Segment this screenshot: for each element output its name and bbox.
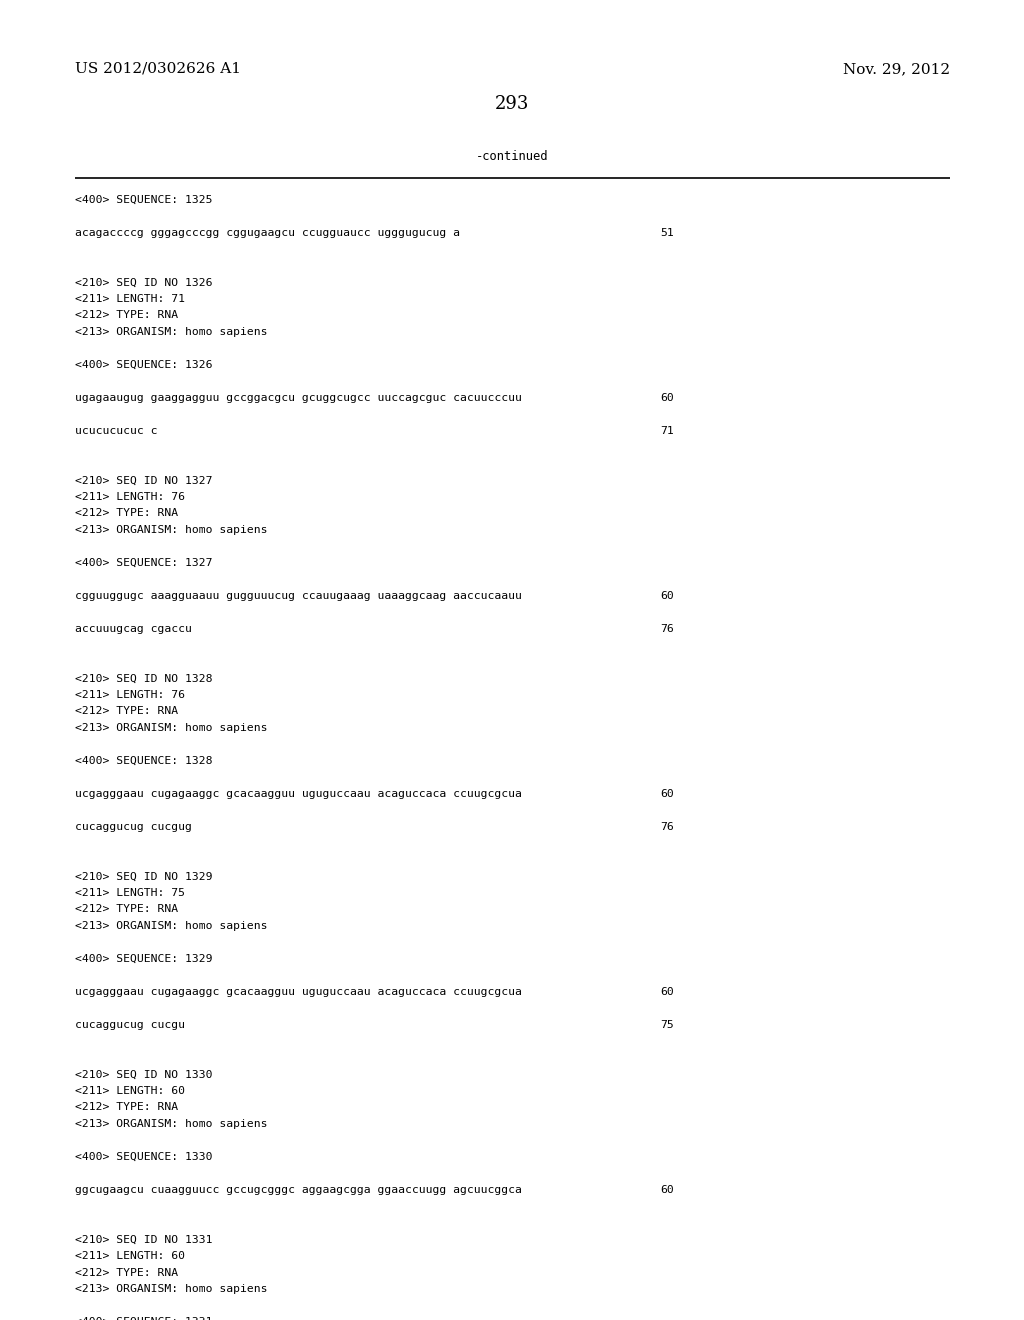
Text: <210> SEQ ID NO 1328: <210> SEQ ID NO 1328 — [75, 673, 213, 684]
Text: <211> LENGTH: 60: <211> LENGTH: 60 — [75, 1086, 185, 1096]
Text: <400> SEQUENCE: 1325: <400> SEQUENCE: 1325 — [75, 195, 213, 205]
Text: <213> ORGANISM: homo sapiens: <213> ORGANISM: homo sapiens — [75, 921, 267, 931]
Text: <210> SEQ ID NO 1330: <210> SEQ ID NO 1330 — [75, 1069, 213, 1080]
Text: <210> SEQ ID NO 1329: <210> SEQ ID NO 1329 — [75, 871, 213, 882]
Text: 76: 76 — [660, 624, 674, 634]
Text: <211> LENGTH: 60: <211> LENGTH: 60 — [75, 1251, 185, 1261]
Text: <212> TYPE: RNA: <212> TYPE: RNA — [75, 904, 178, 915]
Text: 51: 51 — [660, 228, 674, 238]
Text: <212> TYPE: RNA: <212> TYPE: RNA — [75, 310, 178, 321]
Text: accuuugcag cgaccu: accuuugcag cgaccu — [75, 624, 191, 634]
Text: ggcugaagcu cuaagguucc gccugcgggc aggaagcgga ggaaccuugg agcuucggca: ggcugaagcu cuaagguucc gccugcgggc aggaagc… — [75, 1185, 522, 1195]
Text: ucgagggaau cugagaaggc gcacaagguu uguguccaau acaguccaca ccuugcgcua: ucgagggaau cugagaaggc gcacaagguu ugugucc… — [75, 789, 522, 799]
Text: 60: 60 — [660, 987, 674, 997]
Text: 60: 60 — [660, 591, 674, 601]
Text: <212> TYPE: RNA: <212> TYPE: RNA — [75, 706, 178, 717]
Text: 76: 76 — [660, 822, 674, 832]
Text: ucucucucuc c: ucucucucuc c — [75, 426, 158, 436]
Text: <400> SEQUENCE: 1330: <400> SEQUENCE: 1330 — [75, 1152, 213, 1162]
Text: cucaggucug cucgug: cucaggucug cucgug — [75, 822, 191, 832]
Text: <211> LENGTH: 76: <211> LENGTH: 76 — [75, 492, 185, 502]
Text: <212> TYPE: RNA: <212> TYPE: RNA — [75, 1267, 178, 1278]
Text: <210> SEQ ID NO 1327: <210> SEQ ID NO 1327 — [75, 475, 213, 486]
Text: Nov. 29, 2012: Nov. 29, 2012 — [843, 62, 950, 77]
Text: <400> SEQUENCE: 1326: <400> SEQUENCE: 1326 — [75, 360, 213, 370]
Text: <400> SEQUENCE: 1329: <400> SEQUENCE: 1329 — [75, 954, 213, 964]
Text: <213> ORGANISM: homo sapiens: <213> ORGANISM: homo sapiens — [75, 1119, 267, 1129]
Text: <211> LENGTH: 76: <211> LENGTH: 76 — [75, 690, 185, 700]
Text: US 2012/0302626 A1: US 2012/0302626 A1 — [75, 62, 241, 77]
Text: cucaggucug cucgu: cucaggucug cucgu — [75, 1020, 185, 1030]
Text: <400> SEQUENCE: 1331: <400> SEQUENCE: 1331 — [75, 1317, 213, 1320]
Text: <213> ORGANISM: homo sapiens: <213> ORGANISM: homo sapiens — [75, 723, 267, 733]
Text: <400> SEQUENCE: 1328: <400> SEQUENCE: 1328 — [75, 756, 213, 766]
Text: <212> TYPE: RNA: <212> TYPE: RNA — [75, 508, 178, 519]
Text: 293: 293 — [495, 95, 529, 114]
Text: <212> TYPE: RNA: <212> TYPE: RNA — [75, 1102, 178, 1113]
Text: 60: 60 — [660, 393, 674, 403]
Text: 60: 60 — [660, 789, 674, 799]
Text: <210> SEQ ID NO 1326: <210> SEQ ID NO 1326 — [75, 277, 213, 288]
Text: <400> SEQUENCE: 1327: <400> SEQUENCE: 1327 — [75, 558, 213, 568]
Text: 71: 71 — [660, 426, 674, 436]
Text: <210> SEQ ID NO 1331: <210> SEQ ID NO 1331 — [75, 1234, 213, 1245]
Text: -continued: -continued — [476, 150, 548, 162]
Text: ucgagggaau cugagaaggc gcacaagguu uguguccaau acaguccaca ccuugcgcua: ucgagggaau cugagaaggc gcacaagguu ugugucc… — [75, 987, 522, 997]
Text: ugagaaugug gaaggagguu gccggacgcu gcuggcugcc uuccagcguc cacuucccuu: ugagaaugug gaaggagguu gccggacgcu gcuggcu… — [75, 393, 522, 403]
Text: <211> LENGTH: 71: <211> LENGTH: 71 — [75, 294, 185, 304]
Text: <213> ORGANISM: homo sapiens: <213> ORGANISM: homo sapiens — [75, 525, 267, 535]
Text: cgguuggugc aaagguaauu gugguuucug ccauugaaag uaaaggcaag aaccucaauu: cgguuggugc aaagguaauu gugguuucug ccauuga… — [75, 591, 522, 601]
Text: 60: 60 — [660, 1185, 674, 1195]
Text: acagaccccg gggagcccgg cggugaagcu ccugguaucc ugggugucug a: acagaccccg gggagcccgg cggugaagcu ccuggua… — [75, 228, 460, 238]
Text: <213> ORGANISM: homo sapiens: <213> ORGANISM: homo sapiens — [75, 1284, 267, 1294]
Text: <211> LENGTH: 75: <211> LENGTH: 75 — [75, 888, 185, 898]
Text: 75: 75 — [660, 1020, 674, 1030]
Text: <213> ORGANISM: homo sapiens: <213> ORGANISM: homo sapiens — [75, 327, 267, 337]
